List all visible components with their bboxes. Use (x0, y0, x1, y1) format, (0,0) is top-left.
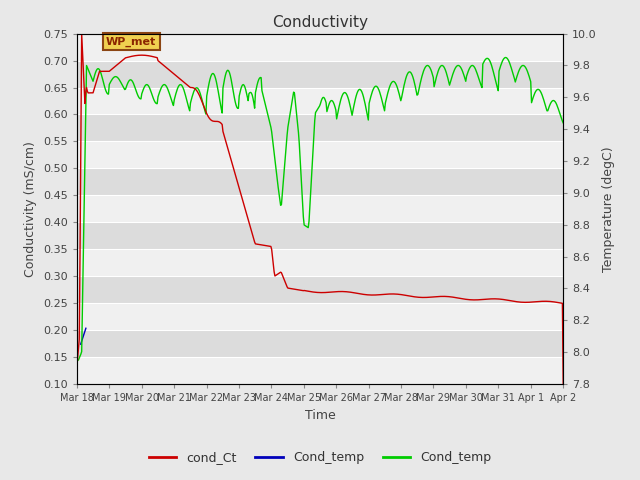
X-axis label: Time: Time (305, 408, 335, 421)
Y-axis label: Conductivity (mS/cm): Conductivity (mS/cm) (24, 141, 38, 277)
Bar (77, 87, 563, 114)
Bar (77, 303, 563, 330)
Bar (77, 222, 563, 249)
Bar (77, 114, 563, 142)
Bar (77, 60, 563, 87)
Bar (77, 357, 563, 384)
Text: WP_met: WP_met (106, 36, 156, 47)
Y-axis label: Temperature (degC): Temperature (degC) (602, 146, 616, 272)
Bar (77, 34, 563, 60)
Bar (77, 168, 563, 195)
Title: Conductivity: Conductivity (272, 15, 368, 30)
Bar (77, 276, 563, 303)
Legend: cond_Ct, Cond_temp, Cond_temp: cond_Ct, Cond_temp, Cond_temp (144, 446, 496, 469)
Bar (77, 330, 563, 357)
Bar (77, 142, 563, 168)
Bar (77, 195, 563, 222)
Bar (77, 249, 563, 276)
